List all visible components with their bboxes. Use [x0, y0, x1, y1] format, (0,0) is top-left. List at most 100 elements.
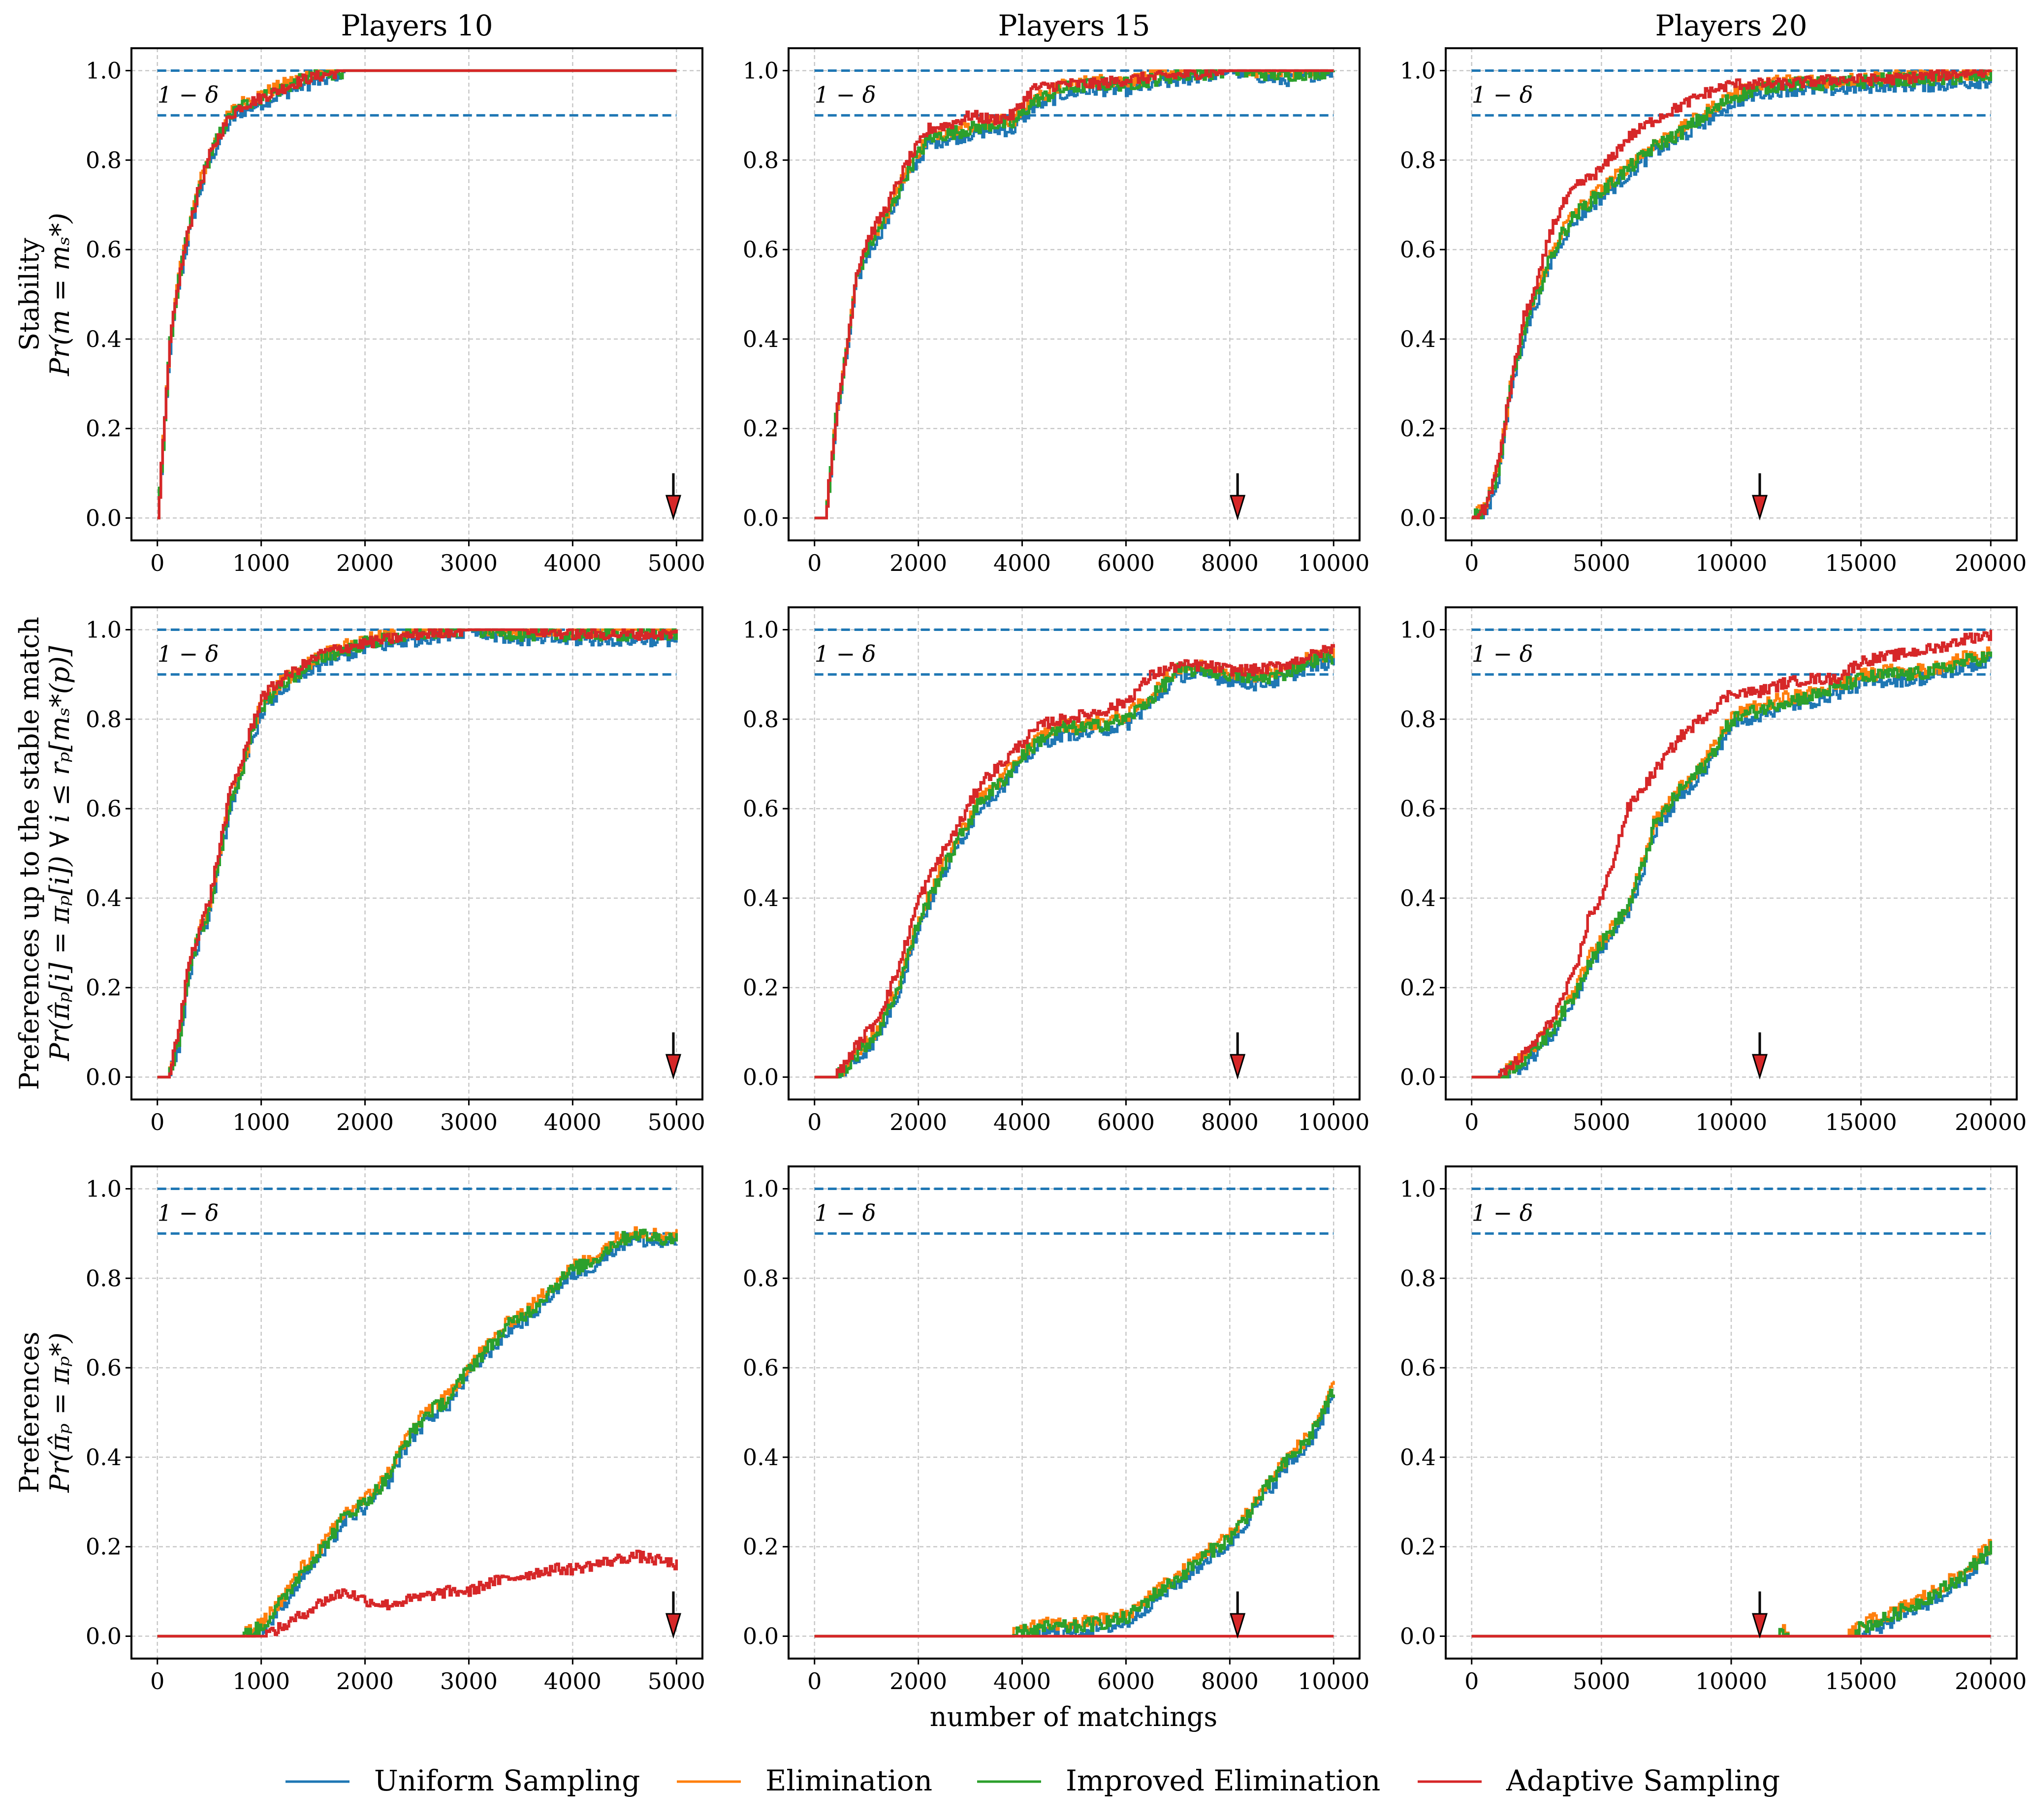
y-tick-label: 0.4	[743, 326, 779, 352]
x-axis-label: number of matchings	[930, 1701, 1217, 1732]
x-tick-label: 10000	[1695, 1109, 1767, 1135]
axes-frame	[130, 1165, 703, 1660]
series-uniform-sampling	[814, 655, 1335, 1078]
y-tick-label: 1.0	[1400, 616, 1436, 643]
y-tick-label: 1.0	[1400, 1175, 1436, 1202]
x-tick-label: 6000	[1097, 1668, 1155, 1694]
axes-frame	[130, 47, 703, 541]
x-tick-label: 6000	[1097, 1109, 1155, 1135]
y-tick-label: 0.0	[743, 505, 779, 532]
y-tick-label: 0.8	[86, 1265, 122, 1291]
axes-frame	[130, 606, 703, 1100]
y-tick-label: 0.8	[743, 706, 779, 732]
row-label-group: Stability Pr(m = mₛ*)	[14, 213, 75, 376]
panel-r1-c0: 1 − δ 0.0 0.2 0.4 0.6 0.8 1.0 0 1000 2000 3000 4000…	[86, 606, 705, 1135]
x-tick-label: 0	[1464, 550, 1479, 576]
column-title: Players 15	[998, 9, 1150, 42]
x-tick-label: 3000	[440, 1668, 498, 1694]
series-adaptive-sampling	[157, 628, 678, 1079]
x-tick-label: 20000	[1955, 1668, 2027, 1694]
y-tick-label: 0.0	[1400, 1064, 1436, 1091]
threshold-label: 1 − δ	[158, 1199, 219, 1226]
y-tick-label: 0.0	[1400, 1623, 1436, 1650]
row-label-group: Preferences Pr(π̂ₚ = πₚ*)	[14, 1332, 75, 1494]
x-tick-label: 10000	[1695, 550, 1767, 576]
x-tick-label: 20000	[1955, 550, 2027, 576]
row-label-line2: Pr(m = mₛ*)	[44, 213, 75, 376]
y-tick-label: 0.8	[1400, 706, 1436, 732]
y-tick-label: 0.8	[743, 147, 779, 173]
panel-r2-c0: 1 − δ 0.0 0.2 0.4 0.6 0.8 1.0 0 1000 2000 3000 4000…	[86, 1165, 705, 1694]
x-tick-label: 4000	[993, 1668, 1051, 1694]
threshold-label: 1 − δ	[815, 640, 876, 667]
y-tick-label: 0.6	[86, 1354, 122, 1381]
row-labels: Stability Pr(m = mₛ*) Preferences up to th…	[14, 213, 75, 1493]
threshold-label: 1 − δ	[1472, 1199, 1533, 1226]
column-title: Players 10	[341, 9, 493, 42]
y-tick-label: 0.6	[1400, 236, 1436, 263]
x-tick-label: 5000	[648, 1668, 705, 1694]
arrow-head	[1751, 495, 1768, 521]
x-tick-label: 0	[807, 550, 822, 576]
arrow-head	[665, 1054, 681, 1080]
x-tick-label: 2000	[336, 1668, 394, 1694]
series-improved-elimination	[814, 651, 1334, 1079]
arrow-head	[1230, 495, 1246, 521]
y-tick-label: 0.0	[86, 1064, 122, 1091]
axes-frame	[788, 47, 1361, 541]
legend-label: Elimination	[765, 1764, 932, 1797]
x-tick-label: 5000	[1573, 550, 1630, 576]
x-tick-label: 4000	[544, 1668, 602, 1694]
x-tick-label: 5000	[1573, 1668, 1630, 1694]
x-tick-label: 10000	[1298, 550, 1369, 576]
column-titles: Players 10 Players 15 Players 20	[341, 9, 1808, 42]
y-tick-label: 0.8	[86, 147, 122, 173]
x-tick-label: 0	[807, 1668, 822, 1694]
y-tick-label: 0.4	[86, 1444, 122, 1471]
x-tick-label: 2000	[336, 1109, 394, 1135]
y-tick-label: 0.2	[86, 1534, 122, 1560]
y-tick-label: 0.6	[743, 236, 779, 263]
row-label-line2: Pr(π̂ₚ[i] = πₚ[i]) ∀ i ≤ rₚ[mₛ*(p)]	[44, 645, 75, 1061]
y-tick-label: 0.4	[1400, 1444, 1436, 1471]
y-tick-label: 0.2	[743, 974, 779, 1001]
y-tick-label: 0.4	[1400, 326, 1436, 352]
y-tick-label: 0.4	[743, 1444, 779, 1471]
panel-r0-c0: 1 − δ 0.0 0.2 0.4 0.6 0.8 1.0 0 1000 2000 3000 4000…	[86, 47, 705, 576]
series-adaptive-sampling	[814, 69, 1334, 520]
series-adaptive-sampling	[814, 644, 1335, 1079]
x-tick-label: 5000	[648, 1109, 705, 1135]
x-tick-label: 15000	[1825, 1109, 1897, 1135]
y-tick-label: 0.6	[1400, 1354, 1436, 1381]
legend: Uniform Sampling Elimination Improved Elim…	[285, 1764, 1780, 1797]
y-tick-label: 0.4	[743, 885, 779, 911]
y-tick-label: 0.2	[86, 974, 122, 1001]
y-tick-label: 0.8	[86, 706, 122, 732]
arrow-head	[665, 495, 681, 521]
x-tick-label: 6000	[1097, 550, 1155, 576]
x-tick-label: 3000	[440, 1109, 498, 1135]
y-tick-label: 0.0	[86, 505, 122, 532]
threshold-label: 1 − δ	[815, 81, 876, 108]
y-tick-label: 0.2	[1400, 1534, 1436, 1560]
y-tick-label: 1.0	[86, 616, 122, 643]
legend-label: Uniform Sampling	[374, 1764, 640, 1797]
panel-r2-c1: 1 − δ 0.0 0.2 0.4 0.6 0.8 1.0 0 2000 4000 6000 8000…	[743, 1165, 1369, 1694]
x-tick-label: 15000	[1825, 1668, 1897, 1694]
x-tick-label: 4000	[544, 1109, 602, 1135]
y-tick-label: 1.0	[743, 616, 779, 643]
arrow-head	[1751, 1613, 1768, 1639]
series-improved-elimination	[157, 1228, 678, 1638]
legend-label: Improved Elimination	[1066, 1764, 1380, 1797]
series-adaptive-sampling	[1471, 629, 1993, 1079]
y-tick-label: 0.4	[86, 885, 122, 911]
y-tick-label: 0.6	[743, 795, 779, 822]
x-tick-label: 8000	[1201, 1668, 1259, 1694]
row-label-line1: Stability	[14, 238, 45, 351]
x-tick-label: 0	[150, 1668, 164, 1694]
series-improved-elimination	[1471, 651, 1993, 1079]
x-tick-label: 15000	[1825, 550, 1897, 576]
series-adaptive-sampling	[157, 69, 677, 520]
arrow-head	[665, 1613, 681, 1639]
